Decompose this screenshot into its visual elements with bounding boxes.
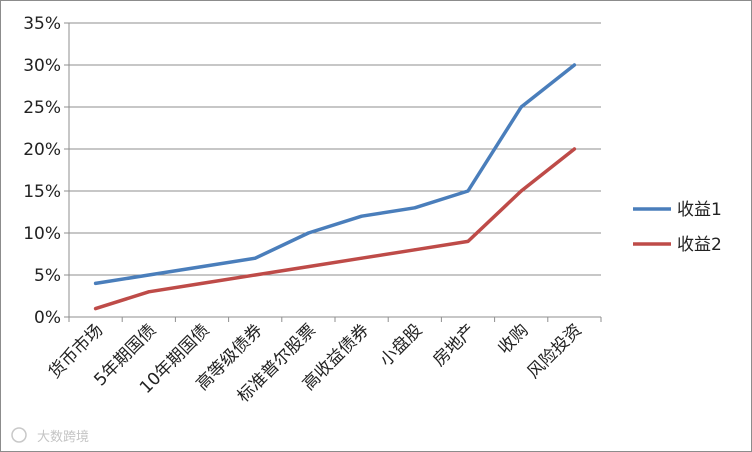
data-point: [360, 214, 364, 218]
axis-layer: [64, 22, 602, 322]
legend: 收益1 收益2: [633, 200, 722, 255]
data-point: [466, 189, 470, 193]
data-point: [572, 147, 576, 151]
data-point: [306, 265, 310, 269]
watermark: 大数跨境: [11, 427, 89, 445]
series-layer: [93, 63, 577, 311]
y-tick-label: 0%: [34, 308, 61, 328]
data-point: [306, 231, 310, 235]
x-tick-label: 风险投资: [524, 320, 586, 382]
data-point: [360, 256, 364, 260]
y-tick-labels: 0% 5% 10% 15% 20% 25% 30% 35%: [23, 14, 61, 328]
data-point: [253, 273, 257, 277]
legend-label: 收益1: [677, 200, 722, 220]
grid-layer: [69, 22, 601, 318]
data-point: [94, 307, 98, 311]
data-point: [466, 239, 470, 243]
y-tick-label: 35%: [23, 14, 61, 34]
watermark-logo-icon: [11, 427, 27, 443]
watermark-text: 大数跨境: [37, 430, 89, 445]
y-tick-label: 30%: [23, 56, 61, 76]
legend-label: 收益2: [677, 235, 722, 255]
x-tick-label: 收购: [495, 320, 533, 358]
data-point: [94, 281, 98, 285]
data-point: [253, 256, 257, 260]
x-tick-label: 小盘股: [376, 320, 426, 370]
y-tick-label: 10%: [23, 224, 61, 244]
data-point: [200, 281, 204, 285]
y-tick-label: 20%: [23, 140, 61, 160]
series-line-2: [93, 147, 577, 311]
data-point: [200, 265, 204, 269]
data-point: [147, 290, 151, 294]
data-point: [519, 105, 523, 109]
y-tick-label: 5%: [34, 266, 61, 286]
data-point: [413, 248, 417, 252]
data-point: [572, 63, 576, 67]
data-point: [413, 206, 417, 210]
series-line-1: [93, 63, 577, 286]
data-point: [519, 189, 523, 193]
y-tick-label: 25%: [23, 98, 61, 118]
data-point: [147, 273, 151, 277]
y-tick-label: 15%: [23, 182, 61, 202]
x-tick-label: 房地产: [429, 320, 479, 370]
